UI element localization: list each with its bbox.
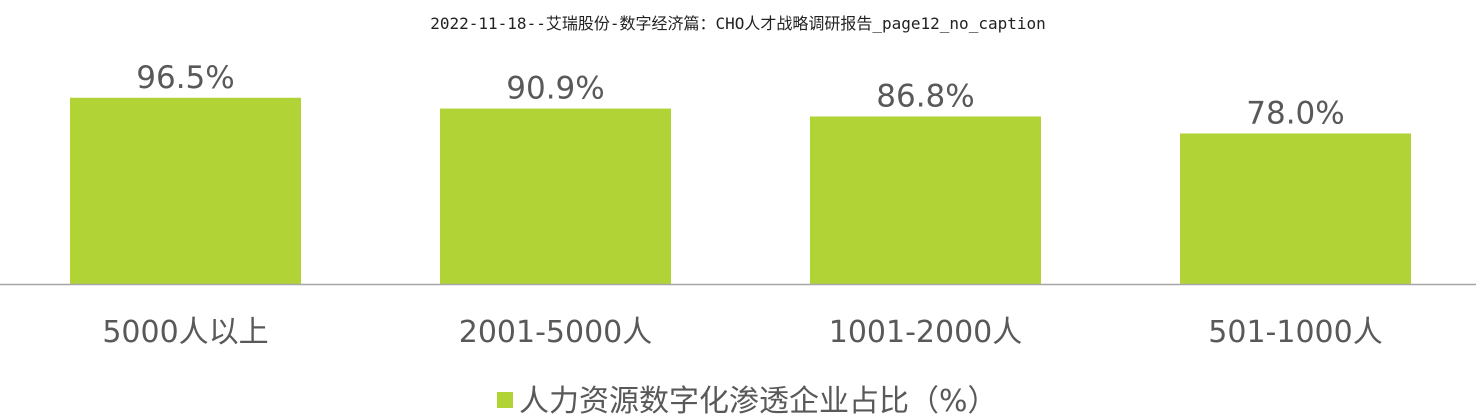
data-label-4: 78.0% — [1246, 95, 1344, 131]
x-tick-label-2: 2001-5000人 — [459, 315, 653, 350]
legend-label: 人力资源数字化渗透企业占比（%） — [519, 384, 998, 418]
x-tick-label-4: 501-1000人 — [1208, 315, 1382, 350]
data-label-2: 90.9% — [506, 71, 604, 107]
data-label-3: 86.8% — [876, 78, 974, 114]
bar-3 — [810, 116, 1041, 284]
bar-2 — [440, 108, 671, 284]
data-label-1: 96.5% — [136, 60, 234, 96]
page-title: 2022-11-18--艾瑞股份-数字经济篇：CHO人才战略调研报告_page1… — [430, 14, 1046, 33]
bar-4 — [1180, 133, 1411, 284]
legend-swatch — [497, 392, 513, 408]
bar-1 — [70, 97, 301, 284]
x-tick-label-3: 1001-2000人 — [829, 315, 1023, 350]
x-tick-label-1: 5000人以上 — [102, 315, 268, 350]
